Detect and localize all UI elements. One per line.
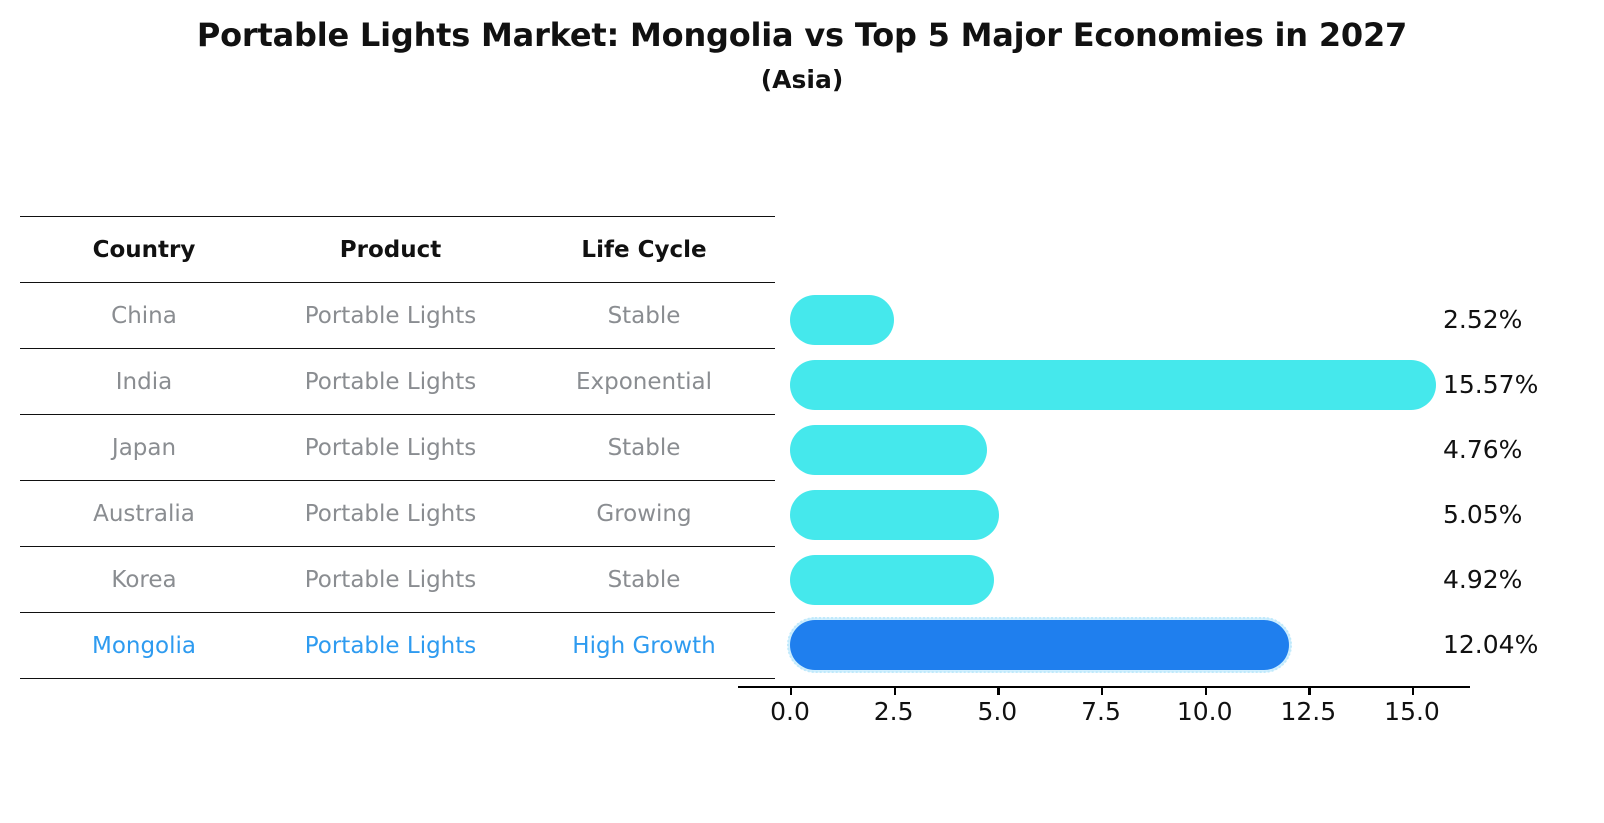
bar-korea <box>790 555 995 605</box>
row-cell-product: Portable Lights <box>268 348 513 415</box>
x-axis-tick <box>1308 686 1311 695</box>
x-axis-tick <box>1412 686 1415 695</box>
row-cell-product: Portable Lights <box>268 414 513 481</box>
table-row: Australia Portable Lights Growing <box>20 480 775 547</box>
bar-india <box>790 360 1436 410</box>
bar-row <box>790 295 895 345</box>
x-axis-tick-label: 5.0 <box>977 697 1018 726</box>
row-cell-product: Portable Lights <box>268 612 513 679</box>
row-cell-country: Korea <box>20 546 268 613</box>
row-cell-lifecycle: Growing <box>513 480 775 547</box>
x-axis-tick <box>790 686 793 695</box>
bar-row <box>790 490 1000 540</box>
info-table-panel: Country Product Life Cycle China Portable… <box>20 216 775 679</box>
bar-china <box>790 295 895 345</box>
column-header-country: Country <box>20 216 268 283</box>
bar-value-label: 4.76% <box>1443 435 1523 464</box>
bar-value-label: 12.04% <box>1443 630 1539 659</box>
table-row: China Portable Lights Stable <box>20 282 775 349</box>
row-cell-lifecycle: Exponential <box>513 348 775 415</box>
row-cell-lifecycle: Stable <box>513 414 775 481</box>
row-cell-country: Japan <box>20 414 268 481</box>
page-subtitle: (Asia) <box>760 65 844 94</box>
x-axis-tick <box>997 686 1000 695</box>
bar-value-label: 5.05% <box>1443 500 1523 529</box>
x-axis-tick-label: 10.0 <box>1176 697 1233 726</box>
table-body: China Portable Lights Stable India Portable … <box>20 282 775 679</box>
x-axis-tick <box>1204 686 1207 695</box>
bar-value-label: 2.52% <box>1443 305 1523 334</box>
row-cell-country: China <box>20 282 268 349</box>
x-axis-line <box>738 686 1470 689</box>
row-cell-product: Portable Lights <box>268 546 513 613</box>
x-axis-tick-label: 0.0 <box>770 697 810 726</box>
bar-row <box>786 617 1293 673</box>
bar-australia <box>790 490 1000 540</box>
row-cell-lifecycle: Stable <box>513 546 775 613</box>
x-axis-tick <box>1101 686 1104 695</box>
row-cell-lifecycle: Stable <box>513 282 775 349</box>
country-info-table: Country Product Life Cycle China Portable… <box>20 216 775 679</box>
title-block: Portable Lights Market: Mongolia vs Top … <box>0 12 1604 102</box>
row-cell-country: Australia <box>20 480 268 547</box>
row-cell-lifecycle: High Growth <box>513 612 775 679</box>
bar-mongolia <box>786 617 1293 673</box>
table-header-row: Country Product Life Cycle <box>20 216 775 283</box>
bar-japan <box>790 425 988 475</box>
column-header-lifecycle: Life Cycle <box>513 216 775 283</box>
row-cell-product: Portable Lights <box>268 282 513 349</box>
bar-value-label: 15.57% <box>1443 370 1539 399</box>
x-axis-tick-label: 12.5 <box>1280 697 1337 726</box>
row-cell-product: Portable Lights <box>268 480 513 547</box>
bar-row <box>790 555 995 605</box>
row-cell-country: Mongolia <box>20 612 268 679</box>
bar-row <box>790 425 988 475</box>
x-axis-tick-label: 2.5 <box>873 697 914 726</box>
row-cell-country: India <box>20 348 268 415</box>
bar-value-label: 4.92% <box>1443 565 1523 594</box>
table-row: Korea Portable Lights Stable <box>20 546 775 613</box>
table-row: India Portable Lights Exponential <box>20 348 775 415</box>
bar-row <box>790 360 1436 410</box>
table-row: Japan Portable Lights Stable <box>20 414 775 481</box>
column-header-product: Product <box>268 216 513 283</box>
page-title: Portable Lights Market: Mongolia vs Top … <box>196 16 1408 54</box>
x-axis-tick-label: 7.5 <box>1081 697 1121 726</box>
x-axis-tick <box>893 686 896 695</box>
table-row: Mongolia Portable Lights High Growth <box>20 612 775 679</box>
x-axis-tick-label: 15.0 <box>1384 697 1440 726</box>
